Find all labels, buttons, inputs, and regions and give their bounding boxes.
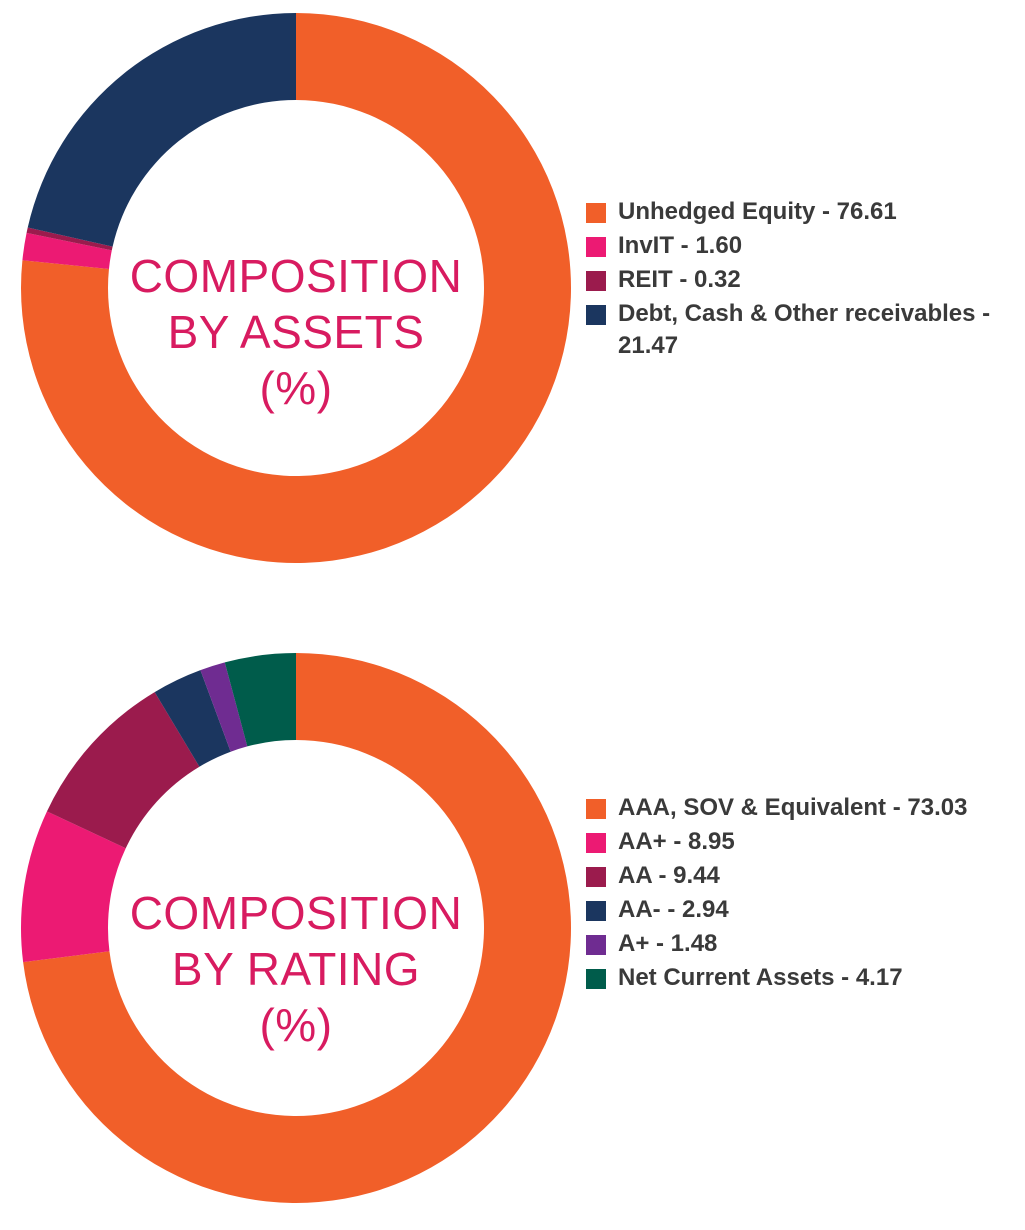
rating-title-line-1: COMPOSITION bbox=[129, 887, 463, 939]
slice-debt-cash-other-receivables bbox=[27, 13, 296, 247]
legend-label: Debt, Cash & Other receivables - 21.47 bbox=[618, 300, 991, 359]
legend-swatch bbox=[586, 833, 606, 853]
legend-label: Net Current Assets - 4.17 bbox=[618, 964, 903, 991]
rating-legend: AAA, SOV & Equivalent - 73.03 AA+ - 8.95… bbox=[586, 792, 1016, 996]
legend-swatch bbox=[586, 901, 606, 921]
legend-item-aa-plus: AA+ - 8.95 bbox=[586, 826, 1016, 858]
legend-item-aa-minus: AA- - 2.94 bbox=[586, 894, 1016, 926]
legend-label: REIT - 0.32 bbox=[618, 266, 741, 293]
legend-item-reit: REIT - 0.32 bbox=[586, 264, 1016, 296]
slice-aaa-sov-equivalent bbox=[23, 653, 572, 1203]
assets-legend: Unhedged Equity - 76.61 InvIT - 1.60 REI… bbox=[586, 196, 1016, 364]
legend-swatch bbox=[586, 935, 606, 955]
slice-aa bbox=[46, 692, 200, 849]
legend-swatch bbox=[586, 203, 606, 223]
legend-label: AA- - 2.94 bbox=[618, 896, 729, 923]
rating-composition-chart: COMPOSITION BY RATING (%) AAA, SOV & Equ… bbox=[0, 630, 1025, 1230]
assets-title-line-2: BY ASSETS bbox=[167, 306, 425, 358]
assets-composition-chart: COMPOSITION BY ASSETS (%) Unhedged Equit… bbox=[0, 0, 1025, 600]
legend-label: InvIT - 1.60 bbox=[618, 232, 743, 259]
legend-item-invit: InvIT - 1.60 bbox=[586, 230, 1016, 262]
legend-swatch bbox=[586, 799, 606, 819]
legend-label: AA+ - 8.95 bbox=[618, 828, 735, 855]
assets-center-title: COMPOSITION BY ASSETS (%) bbox=[96, 248, 496, 416]
legend-swatch bbox=[586, 237, 606, 257]
slice-a bbox=[200, 662, 248, 752]
legend-item-aaa-sov: AAA, SOV & Equivalent - 73.03 bbox=[586, 792, 1016, 824]
legend-item-debt-cash-other: Debt, Cash & Other receivables - 21.47 bbox=[586, 298, 1016, 362]
slice-net-current-assets bbox=[224, 653, 296, 747]
rating-title-line-2: BY RATING bbox=[171, 943, 421, 995]
legend-item-unhedged-equity: Unhedged Equity - 76.61 bbox=[586, 196, 1016, 228]
slice-invit bbox=[22, 232, 112, 270]
legend-label: AA - 9.44 bbox=[618, 862, 720, 889]
rating-center-title: COMPOSITION BY RATING (%) bbox=[96, 885, 496, 1053]
assets-title-line-1: COMPOSITION bbox=[129, 250, 463, 302]
slice-aa bbox=[154, 670, 231, 767]
legend-item-a-plus: A+ - 1.48 bbox=[586, 928, 1016, 960]
assets-donut bbox=[20, 13, 572, 563]
slice-aa bbox=[20, 811, 126, 963]
legend-item-net-current-assets: Net Current Assets - 4.17 bbox=[586, 962, 1016, 994]
assets-title-line-3: (%) bbox=[259, 362, 333, 414]
legend-label: Unhedged Equity - 76.61 bbox=[618, 198, 897, 225]
rating-donut bbox=[20, 653, 572, 1203]
legend-swatch bbox=[586, 867, 606, 887]
slice-reit bbox=[26, 227, 113, 251]
rating-title-line-3: (%) bbox=[259, 999, 333, 1051]
slice-unhedged-equity bbox=[20, 13, 572, 563]
legend-swatch bbox=[586, 305, 606, 325]
legend-item-aa: AA - 9.44 bbox=[586, 860, 1016, 892]
legend-label: AAA, SOV & Equivalent - 73.03 bbox=[618, 794, 968, 821]
legend-label: A+ - 1.48 bbox=[618, 930, 718, 957]
legend-swatch bbox=[586, 969, 606, 989]
legend-swatch bbox=[586, 271, 606, 291]
